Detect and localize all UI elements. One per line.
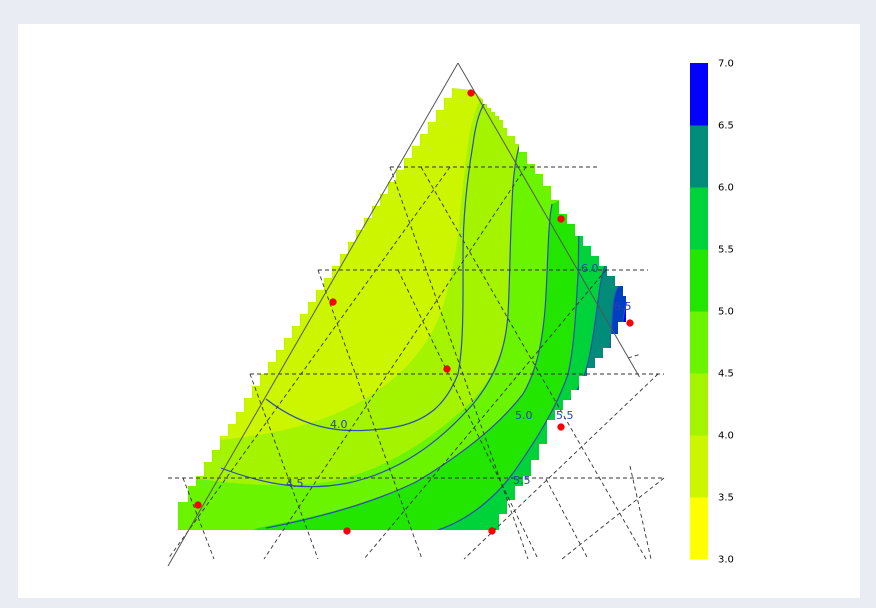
design-point [443, 365, 451, 373]
colorbar-band-3 [690, 311, 708, 374]
colorbar-band-7 [690, 63, 708, 126]
contour-labels: 4.0 4.5 5.0 5.5 5.5 6.0 6.5 [286, 262, 632, 490]
design-point [329, 298, 337, 306]
colorbar-band-5 [690, 187, 708, 250]
grid-diagonal-down-4 [420, 166, 647, 560]
grid-diagonal-down-1 [317, 269, 423, 560]
grid-diagonal-up-2 [463, 373, 659, 560]
design-point [194, 501, 202, 509]
design-point [467, 89, 475, 97]
colorbar-band-0 [690, 497, 708, 560]
contour-band-1 [178, 88, 626, 530]
design-point [557, 423, 565, 431]
grid-diagonal-up-3 [561, 477, 665, 560]
colorbar-band-2 [690, 373, 708, 436]
grid-diagonal-up-0 [263, 166, 527, 560]
colorbar-tick-label: 7.0 [718, 59, 734, 70]
colorbar-tick-label: 4.0 [718, 431, 734, 442]
colorbar-tick-label: 4.5 [718, 369, 734, 380]
grid-diagonal-down-6 [545, 478, 589, 560]
contour-label-6.5: 6.5 [614, 300, 632, 313]
colorbar-legend: 3.0 3.5 4.0 4.5 5.0 5.5 6.0 6.5 7.0 [690, 59, 734, 566]
contour-line-3 [437, 218, 581, 530]
design-point [557, 215, 565, 223]
grid-diagonal-down-0 [389, 166, 529, 560]
contour-label-5.5: 5.5 [513, 474, 531, 487]
grid-diagonal-down-3 [182, 477, 215, 560]
contour-band-7 [621, 88, 626, 530]
ternary-contour-chart: 4.0 4.5 5.0 5.5 5.5 6.0 6.5 3.0 3.5 4.0 4.5 5.0 5.5… [167, 59, 734, 567]
grid-diagonal-up-5 [627, 353, 642, 359]
grid-diagonal-up-4 [167, 166, 451, 560]
contour-label-4.0: 4.0 [330, 418, 348, 431]
grid-diagonal-down-2 [249, 373, 319, 560]
colorbar-tick-label: 3.5 [718, 493, 734, 504]
colorbar-band-6 [690, 125, 708, 188]
colorbar-band-4 [690, 249, 708, 312]
design-point [626, 319, 634, 327]
frame-left-edge [167, 62, 459, 567]
contour-label-6.0: 6.0 [581, 262, 599, 275]
colorbar-tick-label: 5.5 [718, 245, 734, 256]
contour-label-4.5: 4.5 [286, 477, 304, 490]
design-points [194, 89, 634, 535]
contour-lines [220, 97, 626, 530]
colorbar-tick-label: 6.5 [718, 121, 734, 132]
frame-right-edge [457, 62, 640, 378]
colorbar-tick-label: 6.0 [718, 183, 734, 194]
colorbar-tick-label: 3.0 [718, 555, 734, 566]
design-point [343, 527, 351, 535]
design-point [488, 527, 496, 535]
contour-label-5.5: 5.5 [556, 409, 574, 422]
domain-staircase-edge [177, 87, 627, 531]
ternary-gridlines [167, 166, 665, 560]
contour-line-0 [265, 97, 489, 432]
ternary-frame [167, 62, 640, 567]
contour-line-2 [265, 203, 553, 529]
plot-panel: 4.0 4.5 5.0 5.5 5.5 6.0 6.5 3.0 3.5 4.0 4.5 5.0 5.5… [18, 24, 860, 598]
contour-line-1 [220, 133, 525, 488]
contour-label-5.0: 5.0 [515, 409, 533, 422]
colorbar-band-1 [690, 435, 708, 498]
colorbar-tick-label: 5.0 [718, 307, 734, 318]
grid-diagonal-down-7 [629, 465, 652, 560]
